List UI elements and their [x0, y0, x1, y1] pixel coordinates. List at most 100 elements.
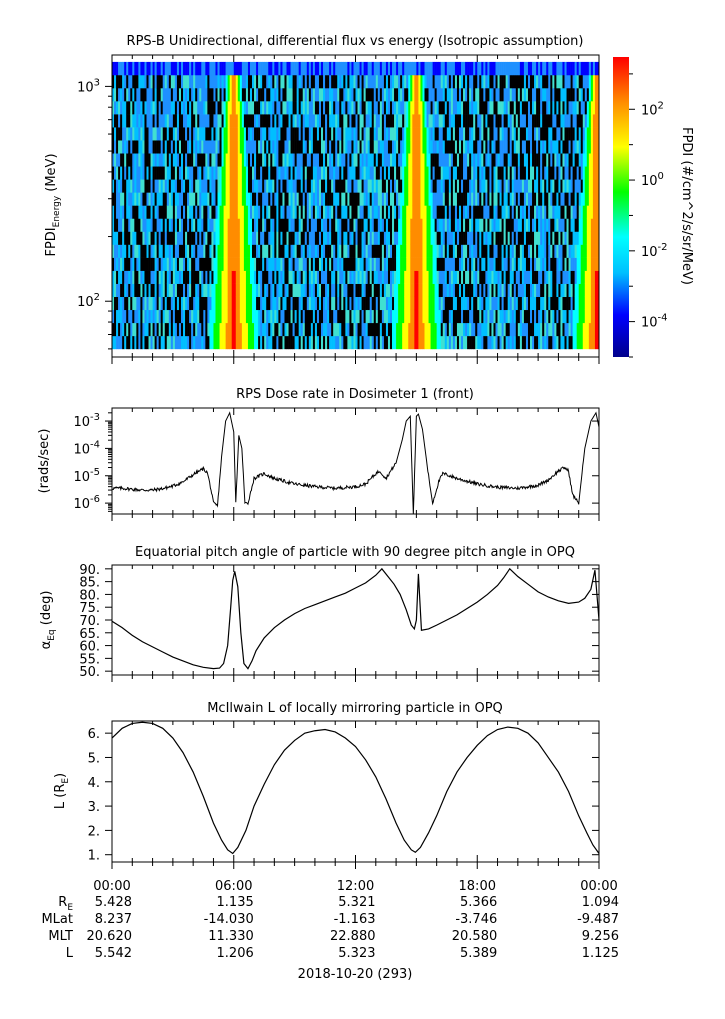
spectrogram-cell: [187, 257, 190, 271]
spectrogram-cell: [402, 140, 405, 154]
spectrogram-cell: [416, 218, 419, 232]
spectrogram-cell: [215, 322, 218, 337]
spectrogram-cell: [546, 192, 549, 206]
spectrogram-cell: [185, 322, 188, 337]
spectrogram-cell: [227, 179, 230, 193]
spectrogram-cell: [247, 140, 251, 154]
spectrogram-cell: [412, 153, 415, 167]
spectrogram-cell: [235, 257, 239, 271]
spectrogram-cell: [489, 179, 492, 193]
spectrogram-cell: [256, 270, 259, 284]
spectrogram-cell: [570, 74, 573, 89]
spectrogram-cell: [215, 231, 218, 245]
spectrogram-cell: [296, 257, 299, 271]
spectrogram-cell: [256, 309, 259, 324]
spectrogram-cell: [525, 61, 529, 76]
spectrogram-cell: [442, 205, 446, 219]
spectrogram-cell: [552, 140, 555, 154]
spectrogram-cell: [477, 335, 480, 350]
spectrogram-cell: [534, 296, 537, 311]
spectrogram-cell: [509, 153, 513, 167]
spectrogram-cell: [544, 257, 547, 271]
spectrogram-cell: [400, 179, 403, 193]
spectrogram-cell: [278, 231, 281, 245]
spectrogram-cell: [213, 309, 216, 324]
spectrogram-cell: [377, 192, 381, 206]
spectrogram-cell: [323, 192, 326, 206]
spectrogram-cell: [477, 192, 480, 206]
spectrogram-cell: [389, 257, 393, 271]
spectrogram-cell: [387, 218, 391, 232]
spectrogram-cell: [128, 61, 131, 76]
spectrogram-cell: [467, 270, 470, 284]
spectrogram-cell: [385, 335, 389, 350]
spectrogram-cell: [229, 140, 233, 154]
spectrogram-cell: [367, 283, 371, 298]
spectrogram-cell: [327, 127, 330, 141]
spectrogram-cell: [249, 218, 253, 232]
spectrogram-cell: [337, 114, 340, 128]
spectrogram-cell: [562, 205, 565, 219]
spectrogram-cell: [562, 166, 565, 180]
spectrogram-cell: [118, 231, 121, 245]
spectrogram-cell: [288, 61, 291, 76]
spectrogram-cell: [128, 88, 131, 102]
spectrogram-cell: [568, 179, 571, 193]
spectrogram-cell: [556, 335, 559, 350]
spectrogram-cell: [530, 192, 533, 206]
spectrogram-cell: [266, 283, 269, 298]
spectrogram-cell: [469, 140, 472, 154]
spectrogram-cell: [211, 257, 214, 271]
spectrogram-cell: [562, 114, 565, 128]
spectrogram-cell: [337, 205, 340, 219]
spectrogram-cell: [487, 74, 490, 89]
spectrogram-cell: [327, 153, 330, 167]
spectrogram-cell: [272, 205, 275, 219]
spectrogram-cell: [456, 166, 460, 180]
spectrogram-cell: [562, 309, 565, 324]
spectrogram-cell: [523, 153, 527, 167]
spectrogram-cell: [314, 74, 318, 89]
spectrogram-cell: [126, 153, 129, 167]
spectrogram-cell: [414, 166, 417, 180]
spectrogram-cell: [570, 127, 573, 141]
spectrogram-cell: [525, 127, 529, 141]
spectrogram-cell: [481, 88, 484, 102]
spectrogram-cell: [519, 61, 523, 76]
spectrogram-cell: [361, 335, 364, 350]
spectrogram-cell: [217, 166, 220, 180]
spectrogram-cell: [207, 127, 210, 141]
spectrogram-cell: [377, 179, 381, 193]
spectrogram-cell: [185, 296, 188, 311]
spectrogram-cell: [392, 127, 395, 141]
spectrogram-cell: [513, 244, 517, 258]
spectrogram-cell: [227, 335, 230, 350]
spectrogram-cell: [404, 322, 407, 337]
spectrogram-cell: [138, 179, 141, 193]
spectrogram-cell: [264, 88, 267, 102]
spectrogram-cell: [170, 166, 174, 180]
spectrogram-cell: [321, 88, 324, 102]
spectrogram-cell: [404, 270, 407, 284]
spectrogram-cell: [308, 192, 312, 206]
spectrogram-cell: [174, 114, 178, 128]
spectrogram-cell: [316, 61, 320, 76]
spectrogram-cell: [292, 296, 295, 311]
spectrogram-cell: [487, 257, 490, 271]
spectrogram-cell: [266, 153, 269, 167]
spectrogram-cell: [176, 296, 180, 311]
spectrogram-cell: [197, 296, 200, 311]
spectrogram-cell: [525, 205, 529, 219]
spectrogram-cell: [339, 322, 342, 337]
spectrogram-cell: [191, 140, 194, 154]
spectrogram-cell: [513, 322, 517, 337]
spectrogram-cell: [122, 74, 125, 89]
spectrogram-cell: [247, 335, 251, 350]
spectrogram-cell: [359, 153, 362, 167]
spectrogram-cell: [420, 270, 423, 284]
spectrogram-cell: [233, 296, 237, 311]
spectrogram-cell: [166, 101, 170, 115]
spectrogram-cell: [373, 270, 377, 284]
spectrogram-cell: [329, 244, 332, 258]
spectrogram-cell: [454, 244, 458, 258]
